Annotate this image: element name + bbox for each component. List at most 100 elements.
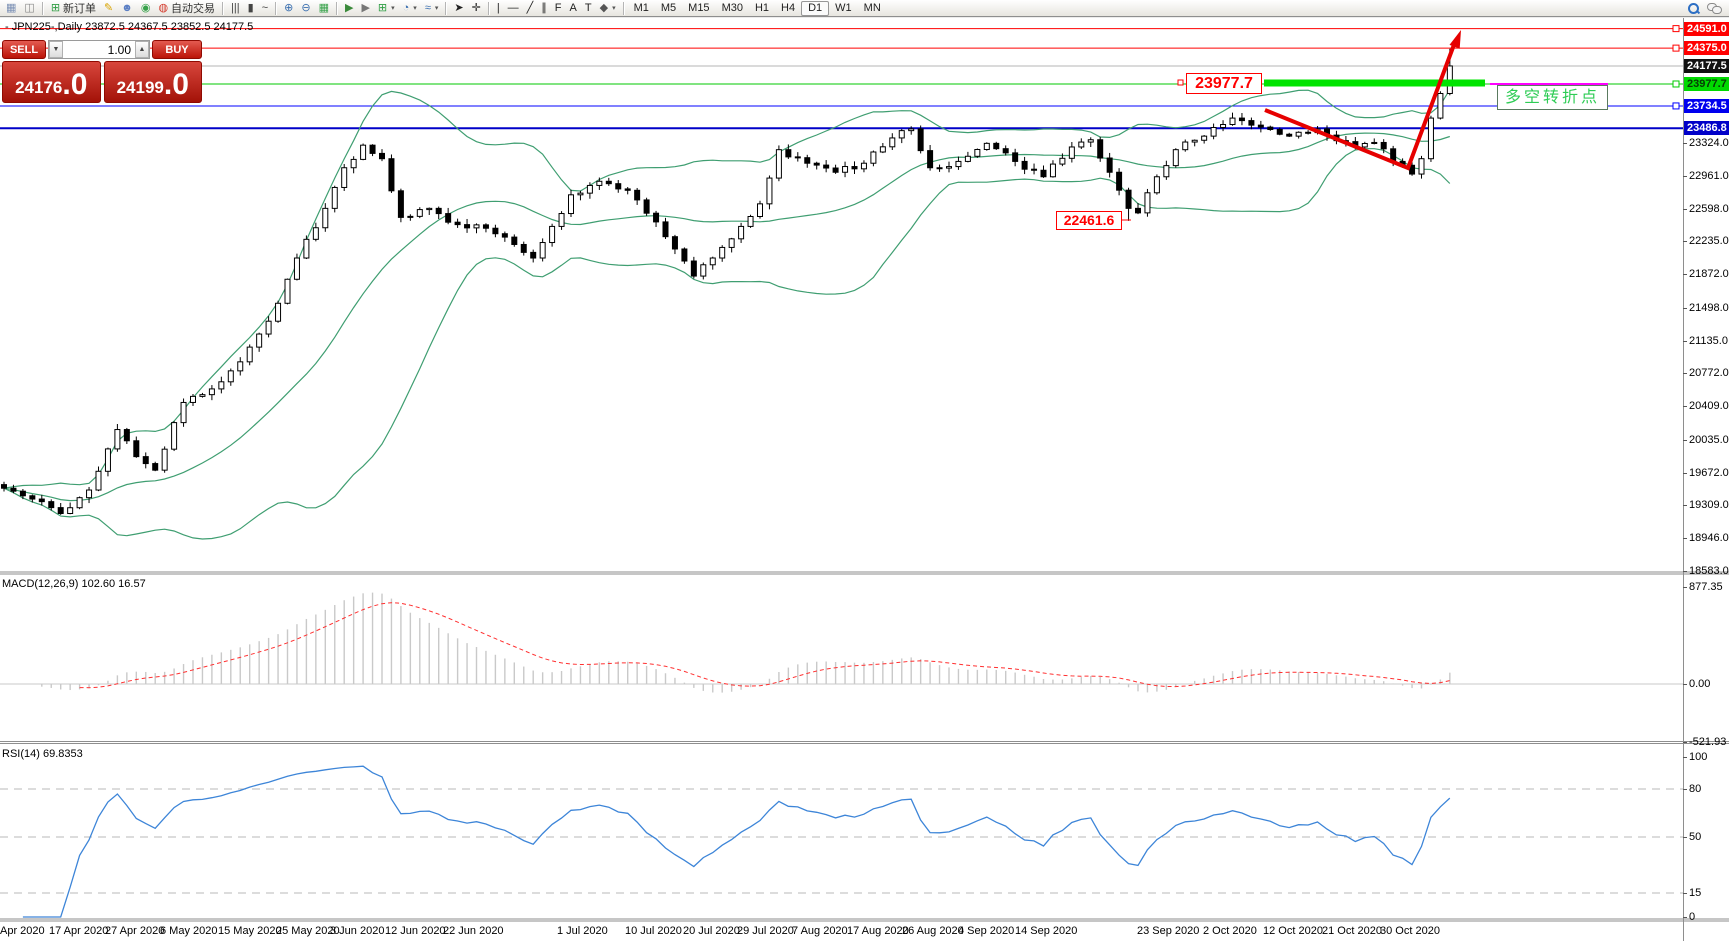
bear-candle <box>794 156 801 159</box>
bull-candle <box>426 207 433 211</box>
crosshair-button[interactable]: ✛ <box>468 1 485 16</box>
zoom-in-glyph: ⊕ <box>284 1 294 14</box>
resistance-price-label[interactable]: 23977.7 <box>1186 73 1262 94</box>
zoom-in-button[interactable]: ⊕ <box>280 1 297 16</box>
bull-candle <box>237 361 244 372</box>
step-forward-button[interactable]: ▶ <box>341 1 357 16</box>
add-chart-button[interactable]: ⊞ ▾ <box>374 1 399 16</box>
x-axis-date-label: 10 Jul 2020 <box>625 925 682 937</box>
timeframe-mn[interactable]: MN <box>863 1 881 14</box>
y-axis-tick: 21872.0 <box>1683 268 1729 281</box>
bull-candle <box>218 381 225 390</box>
zoom-out-button[interactable]: ⊖ <box>297 1 314 16</box>
signals-icon[interactable]: ◉ <box>137 1 155 16</box>
bull-candle <box>558 213 565 227</box>
auto-trading-button[interactable]: ◍ 自动交易 <box>154 1 219 16</box>
timeframe-w1[interactable]: W1 <box>835 1 852 14</box>
bear-candle <box>445 213 452 223</box>
bull-candle <box>983 142 990 150</box>
timeframe-d1[interactable]: D1 <box>801 0 830 16</box>
bear-candle <box>1031 168 1038 171</box>
trendline-button[interactable]: ╱ <box>523 1 538 16</box>
chart-window[interactable]: - JPN225-,Daily 23872.5 24367.5 23852.5 … <box>0 18 1729 941</box>
new-order-glyph: ⊞ <box>50 1 61 14</box>
toolbar-right-group <box>1688 2 1727 14</box>
bear-candle <box>804 157 811 164</box>
cursor-button[interactable]: ➤ <box>450 1 467 16</box>
x-axis-date-label: 15 May 2020 <box>218 925 282 937</box>
chart-canvas[interactable] <box>0 18 1729 941</box>
bull-candle <box>870 151 877 164</box>
volume-decrease-button[interactable]: ▼ <box>49 41 63 58</box>
step-bar-button[interactable]: ▶ <box>357 1 373 16</box>
bull-candle <box>208 388 215 396</box>
sell-button[interactable]: SELL <box>2 40 46 59</box>
line-chart-button[interactable]: ~ <box>258 1 272 16</box>
x-axis-date-label: 7 Aug 2020 <box>792 925 848 937</box>
timeframe-m30[interactable]: M30 <box>721 1 743 14</box>
turning-point-text-label[interactable]: 多空转折点 <box>1497 85 1608 110</box>
bull-candle <box>964 155 971 162</box>
period-button[interactable]: ◔ ▾ <box>399 1 421 16</box>
price-level-badge: 23977.7 <box>1684 76 1729 91</box>
bar-chart-button[interactable]: ||| <box>227 1 244 16</box>
vline-button[interactable]: | <box>493 1 504 16</box>
main-price-pane[interactable] <box>0 25 1683 540</box>
bear-candle <box>936 167 943 170</box>
buy-button[interactable]: BUY <box>152 40 202 59</box>
fibonacci-button[interactable]: F <box>551 1 566 16</box>
bear-candle <box>57 507 64 514</box>
bull-candle <box>719 246 726 259</box>
indicators-button[interactable]: ≈ ▾ <box>421 1 443 16</box>
new-order-button[interactable]: ⊞ 新订单 <box>47 1 100 16</box>
timeframe-m5[interactable]: M5 <box>660 1 677 14</box>
timeframe-toolbar: M1 M5 M15 M30 H1 H4 D1 W1 MN <box>628 0 887 16</box>
highlighter-icon[interactable]: ✎ <box>100 1 117 16</box>
timeframe-m15[interactable]: M15 <box>688 1 710 14</box>
bull-candle <box>190 395 196 403</box>
toolbar-separator <box>335 1 338 15</box>
shapes-glyph: ◆ <box>599 1 609 14</box>
shapes-button[interactable]: ◆ ▾ <box>596 1 620 16</box>
timeframe-h1[interactable]: H1 <box>754 1 770 14</box>
timeframe-h4[interactable]: H4 <box>781 1 796 14</box>
new-chart-icon[interactable]: ▦ <box>2 1 20 16</box>
chat-icon[interactable] <box>1707 3 1722 14</box>
search-icon[interactable] <box>1688 2 1699 14</box>
chart-preview-icon[interactable]: ◫ <box>20 1 38 16</box>
bear-candle <box>643 199 650 214</box>
buy-price-panel[interactable]: 24199 .0 <box>103 61 202 103</box>
channel-button[interactable]: ∥ <box>537 1 551 16</box>
bull-candle <box>473 224 480 229</box>
label-button[interactable]: T <box>581 1 596 16</box>
volume-input[interactable] <box>63 41 135 58</box>
bull-candle <box>879 146 886 153</box>
volume-increase-button[interactable]: ▲ <box>135 41 149 58</box>
bear-candle <box>1238 117 1245 122</box>
y-axis-tick: 20035.0 <box>1683 433 1729 446</box>
symbol-ohlc-label: - JPN225-,Daily 23872.5 24367.5 23852.5 … <box>5 21 254 33</box>
support-price-label[interactable]: 22461.6 <box>1056 211 1122 230</box>
auto-trading-glyph: ◍ <box>158 1 169 14</box>
text-button[interactable]: A <box>566 1 581 16</box>
y-axis-tick: 19672.0 <box>1683 466 1729 479</box>
bear-candle <box>1276 129 1283 135</box>
bull-candle <box>293 257 300 280</box>
timeframe-m1[interactable]: M1 <box>633 1 649 14</box>
hline-button[interactable]: — <box>504 1 523 16</box>
tile-windows-button[interactable]: ▦ <box>315 1 333 16</box>
bull-candle <box>889 137 896 148</box>
sell-price-panel[interactable]: 24176 .0 <box>2 61 101 103</box>
bear-candle <box>1 484 7 489</box>
bear-candle <box>482 224 489 229</box>
bull-candle <box>757 203 763 217</box>
bear-candle <box>152 463 159 471</box>
bear-candle <box>379 152 385 160</box>
community-icon[interactable]: ☻ <box>117 1 137 16</box>
trend-arrow-head <box>1449 30 1461 49</box>
candle-chart-button[interactable]: ▮ <box>244 1 258 16</box>
bear-candle <box>832 167 839 173</box>
bear-candle <box>917 128 924 152</box>
x-axis-date-label: Apr 2020 <box>0 925 45 937</box>
